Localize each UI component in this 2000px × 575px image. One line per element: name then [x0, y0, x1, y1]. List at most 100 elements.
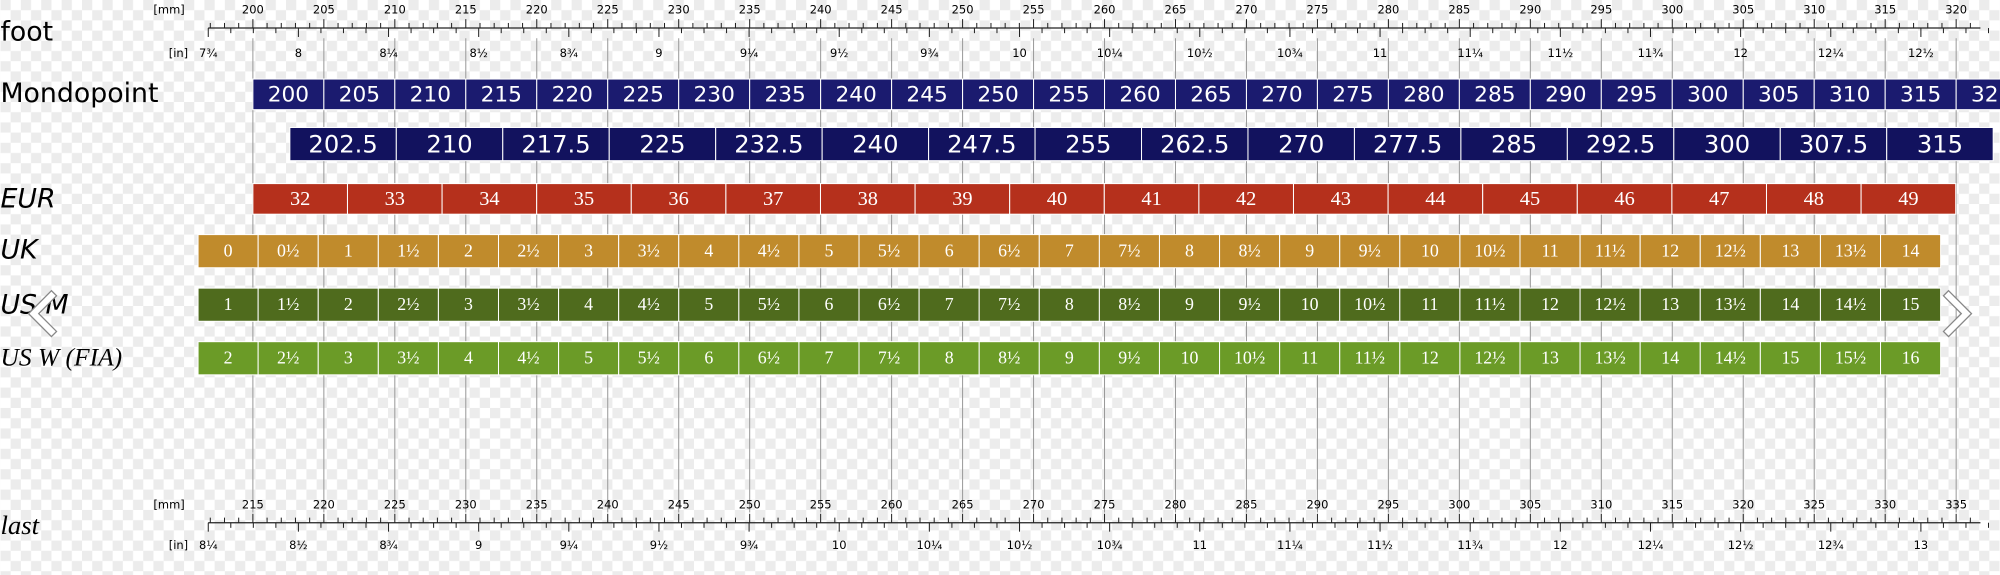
mm-label: 235 — [526, 497, 548, 511]
mm-label: 310 — [1803, 3, 1825, 17]
size-label: 7 — [825, 348, 834, 368]
size-cell — [1247, 126, 1355, 162]
size-cell — [441, 183, 538, 215]
size-cell — [536, 78, 609, 111]
size-cell — [1880, 287, 1942, 322]
size-label: 292.5 — [1586, 130, 1655, 158]
size-cell — [1158, 287, 1221, 322]
in-label: 8½ — [289, 538, 307, 552]
size-label: 44 — [1425, 188, 1445, 210]
size-cell — [1292, 183, 1389, 215]
in-label: 9 — [475, 538, 482, 552]
in-label: 11¾ — [1638, 46, 1664, 60]
mm-label: 225 — [597, 3, 619, 17]
size-cell — [1279, 341, 1341, 376]
mm-label: 260 — [1094, 3, 1116, 17]
size-label: 12½ — [1715, 241, 1746, 261]
size-cell — [1813, 78, 1886, 111]
size-cell — [891, 78, 964, 111]
size-cell — [738, 287, 800, 322]
size-label: 255 — [1048, 83, 1089, 108]
size-label: 305 — [1758, 83, 1799, 108]
size-cell — [978, 234, 1040, 269]
size-cell — [1460, 126, 1568, 162]
size-label: 310 — [1829, 83, 1870, 108]
mm-label: 315 — [1661, 497, 1683, 511]
size-label: 5½ — [638, 348, 660, 368]
previous-arrow[interactable] — [27, 289, 58, 338]
size-label: 3½ — [517, 294, 539, 314]
mm-label: 230 — [455, 497, 477, 511]
size-label: 48 — [1804, 188, 1824, 210]
in-label: 12½ — [1908, 46, 1934, 60]
size-label: 6½ — [998, 241, 1020, 261]
size-cell — [1519, 341, 1581, 376]
size-cell — [1759, 287, 1821, 322]
next-arrow[interactable] — [1942, 289, 1973, 338]
ruler-label: foot — [0, 17, 53, 48]
size-cell — [1098, 234, 1160, 269]
in-label: 11¼ — [1457, 46, 1483, 60]
mm-label: 335 — [1945, 497, 1967, 511]
size-label: 3½ — [397, 348, 419, 368]
size-label: 13½ — [1595, 348, 1626, 368]
in-label: 11½ — [1367, 538, 1393, 552]
mm-label: 255 — [810, 497, 832, 511]
size-label: 39 — [952, 188, 972, 210]
in-label: 13 — [1914, 538, 1929, 552]
size-label: 16 — [1902, 348, 1920, 368]
size-label: 40 — [1047, 188, 1067, 210]
size-cell — [1819, 287, 1882, 322]
in-label: 8 — [295, 46, 302, 60]
size-label: 8 — [1185, 241, 1194, 261]
in-label: 12¼ — [1638, 538, 1664, 552]
size-label: 245 — [906, 83, 947, 108]
size-cell — [725, 183, 821, 215]
size-label: 220 — [552, 83, 593, 108]
size-cell — [618, 287, 680, 322]
size-cell — [1279, 287, 1341, 322]
size-label: 5 — [825, 241, 834, 261]
size-cell — [1519, 287, 1581, 322]
in-label: 8¼ — [379, 46, 397, 60]
size-label: 232.5 — [734, 130, 803, 158]
size-cell — [1038, 234, 1100, 269]
size-cell — [1699, 234, 1761, 269]
size-label: 8½ — [1118, 294, 1140, 314]
mm-label: 295 — [1377, 497, 1399, 511]
size-label: 8 — [945, 348, 954, 368]
size-cell — [323, 78, 396, 111]
size-label: 265 — [1190, 83, 1231, 108]
size-label: 247.5 — [947, 130, 1016, 158]
size-label: 300 — [1687, 83, 1728, 108]
size-cell — [377, 234, 439, 269]
size-label: 6½ — [878, 294, 900, 314]
mm-label: 290 — [1519, 3, 1541, 17]
size-cell — [1399, 287, 1461, 322]
size-label: 13½ — [1835, 241, 1866, 261]
in-label: 9½ — [830, 46, 848, 60]
size-cell — [1759, 234, 1821, 269]
size-label: 36 — [668, 188, 688, 210]
size-label: 14½ — [1715, 348, 1746, 368]
mm-label: 245 — [881, 3, 903, 17]
in-label: 12¾ — [1818, 538, 1844, 552]
size-label: 7 — [945, 294, 954, 314]
mm-label: 215 — [242, 497, 264, 511]
size-label: 315 — [1917, 130, 1963, 158]
in-label: 12 — [1733, 46, 1748, 60]
size-label: 12 — [1421, 348, 1439, 368]
size-label: 3½ — [638, 241, 660, 261]
in-label: 11¼ — [1277, 538, 1303, 552]
size-label: 277.5 — [1373, 130, 1442, 158]
size-cell — [1339, 341, 1401, 376]
size-cell — [1198, 183, 1295, 215]
size-label: 2 — [344, 294, 353, 314]
size-label: 13 — [1541, 348, 1559, 368]
in-label: 10¾ — [1277, 46, 1303, 60]
mm-label: 250 — [952, 3, 974, 17]
size-label: 290 — [1545, 83, 1586, 108]
size-label: 10½ — [1474, 241, 1505, 261]
size-cell — [1399, 234, 1461, 269]
size-label: 10 — [1301, 294, 1319, 314]
